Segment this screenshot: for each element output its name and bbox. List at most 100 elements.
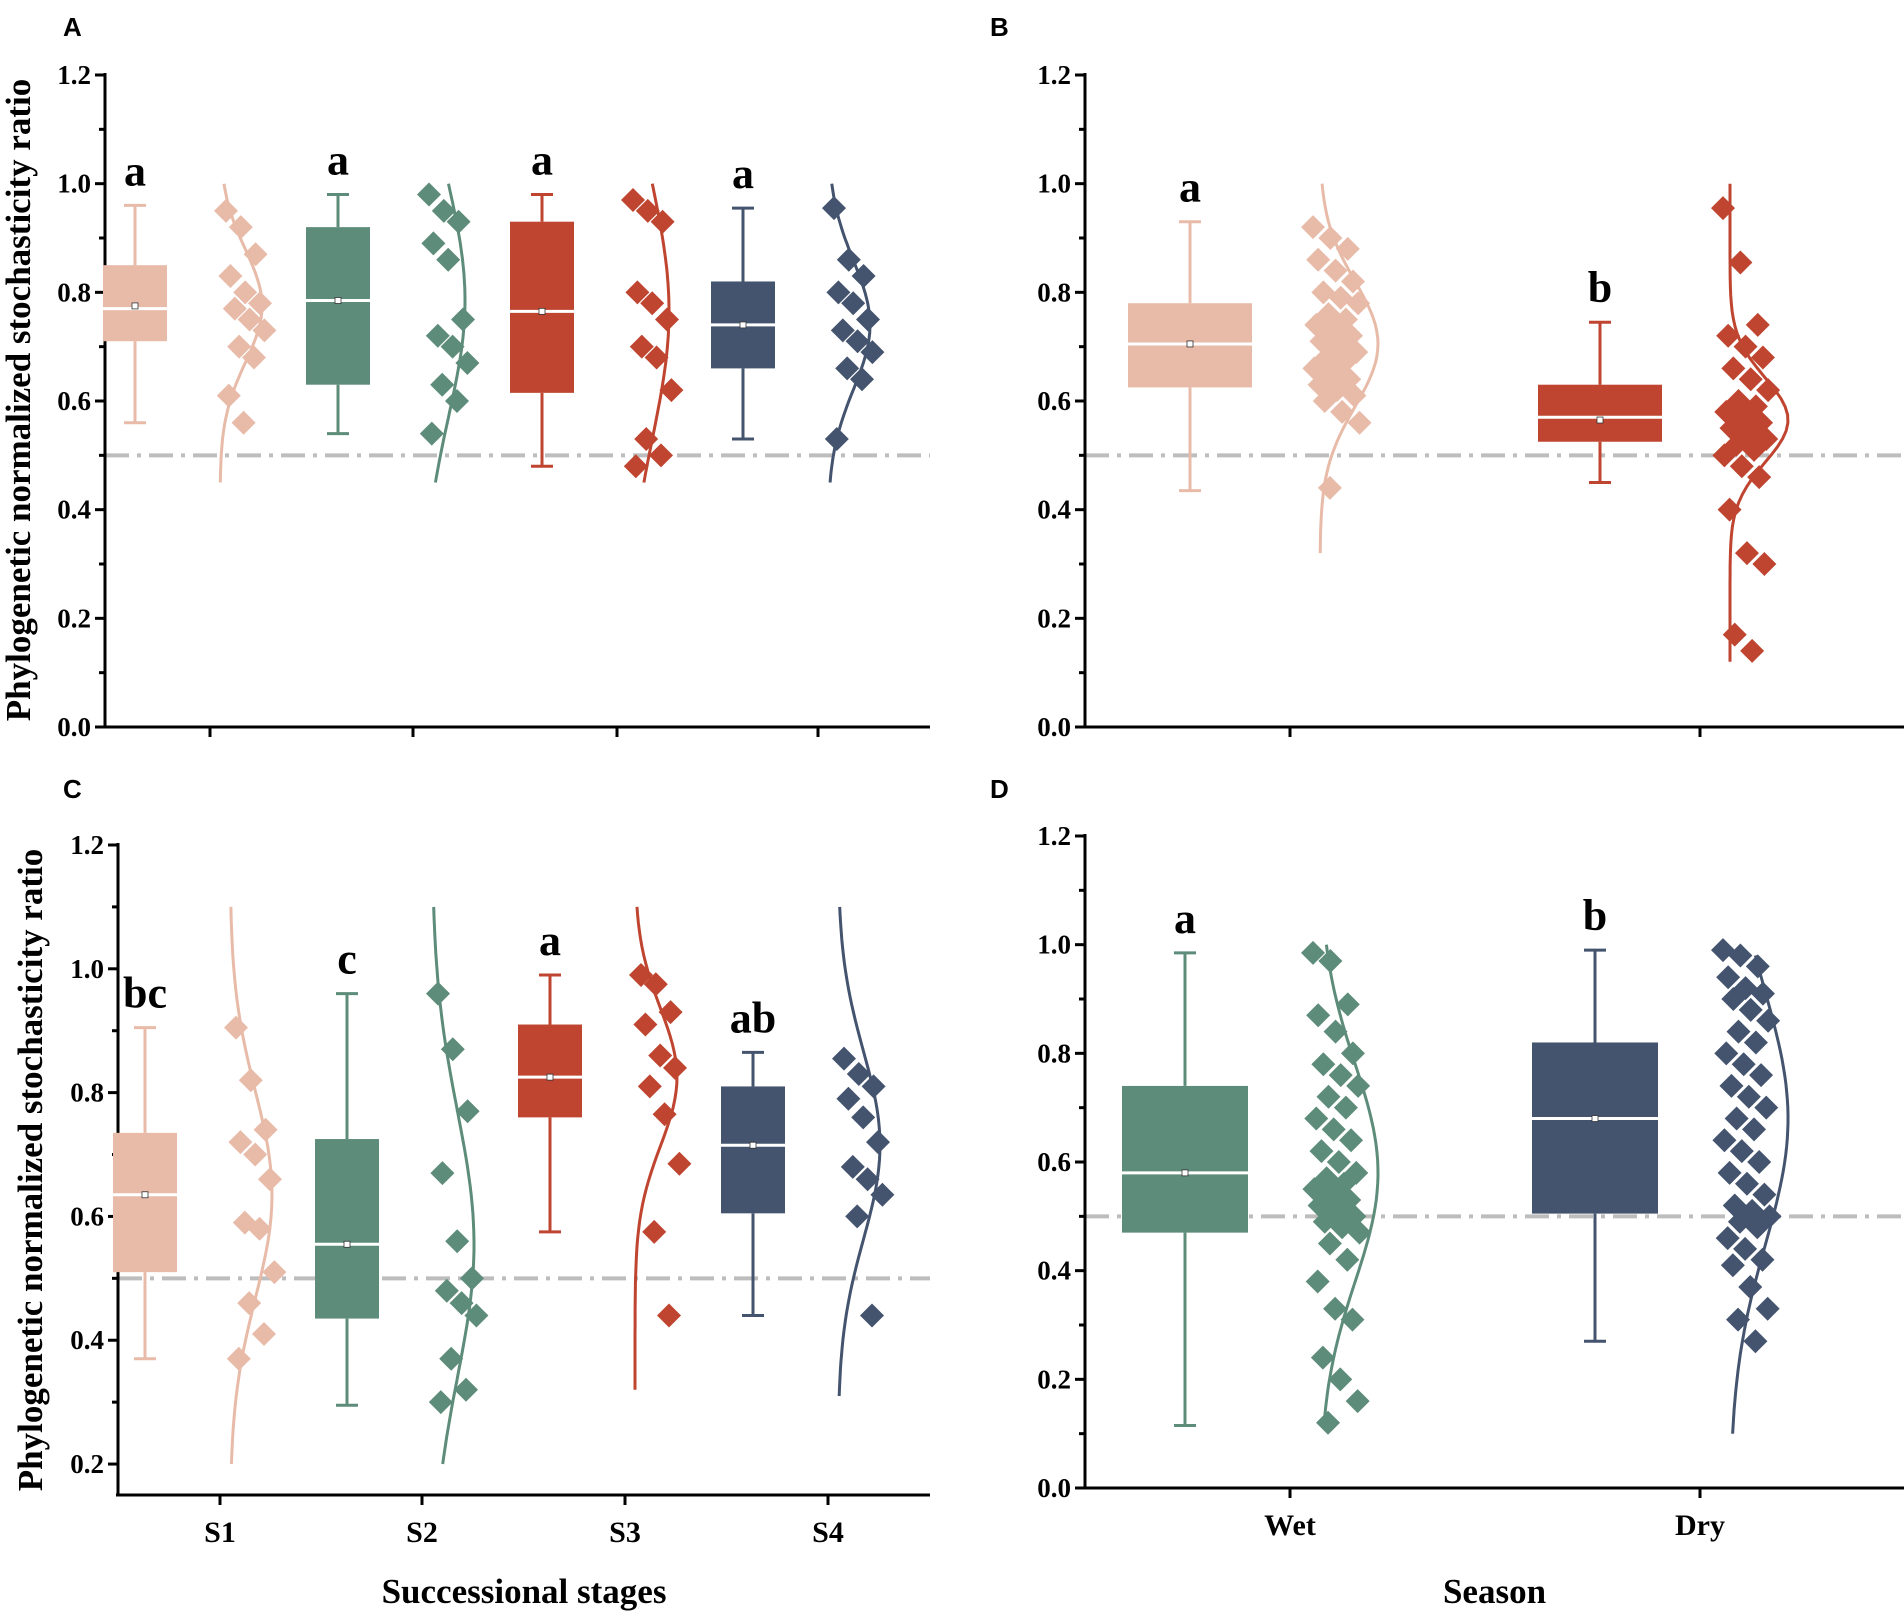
series-Wet: Wet a: [1122, 894, 1380, 1542]
data-point: [860, 340, 885, 365]
data-point: [1714, 1041, 1739, 1066]
data-point: [455, 350, 480, 375]
data-point: [1733, 334, 1758, 359]
data-point: [1756, 1008, 1781, 1033]
y-tick-label: 0.4: [57, 495, 91, 525]
data-point: [253, 1117, 278, 1142]
data-point: [1729, 454, 1754, 479]
data-point: [861, 1074, 886, 1099]
data-point: [667, 1151, 692, 1176]
data-point: [1716, 323, 1741, 348]
y-tick-label: 1.0: [57, 169, 91, 199]
data-point: [1728, 943, 1753, 968]
data-point: [629, 963, 653, 987]
data-point: [1301, 215, 1325, 240]
y-tick-label: 0.2: [57, 603, 91, 633]
data-point: [629, 334, 654, 359]
data-point: [1724, 1106, 1749, 1131]
significance-letter: a: [732, 149, 754, 198]
density-curve: [642, 183, 671, 483]
significance-letter: a: [1174, 894, 1196, 943]
data-point: [237, 307, 262, 332]
data-point: [1721, 356, 1746, 381]
data-point: [1335, 1247, 1360, 1272]
x-tick-label: S1: [204, 1516, 236, 1549]
panel-B: B 0.0 0.2 0.4 0.6 0.8 1.0 1.2 a b: [990, 12, 1904, 742]
data-point: [1317, 475, 1342, 500]
data-point: [836, 247, 861, 272]
data-point: [1712, 443, 1737, 468]
mean-marker: [1591, 1115, 1599, 1122]
y-tick-label: 0.8: [57, 277, 91, 307]
data-point: [1316, 1410, 1341, 1435]
significance-letter: a: [124, 146, 146, 195]
data-point: [431, 198, 456, 223]
data-point: [623, 454, 648, 479]
data-point: [1719, 1073, 1744, 1098]
panel-letter: B: [990, 12, 1009, 42]
data-point: [1346, 1073, 1371, 1098]
data-point: [1747, 1150, 1772, 1174]
significance-letter: a: [1179, 163, 1201, 212]
data-point: [1740, 638, 1765, 663]
box: [1532, 1042, 1658, 1214]
data-point: [1311, 1052, 1336, 1077]
x-tick-label: S2: [406, 1516, 438, 1549]
data-point: [1318, 226, 1343, 250]
data-point: [258, 1167, 282, 1192]
significance-letter: ab: [730, 993, 776, 1042]
data-point: [421, 231, 446, 256]
y-tick-label: 0.4: [1037, 495, 1071, 525]
box: [113, 1132, 177, 1273]
data-point: [850, 367, 874, 392]
data-point: [1318, 948, 1343, 973]
data-point: [824, 427, 849, 452]
data-point: [1309, 1139, 1334, 1164]
data-point: [851, 1105, 876, 1130]
data-point: [652, 1102, 677, 1127]
box: [510, 221, 574, 393]
data-point: [1731, 1052, 1756, 1077]
data-point: [218, 264, 243, 289]
data-point: [1742, 1117, 1767, 1142]
panel-letter: A: [63, 12, 82, 42]
data-point: [1711, 196, 1735, 221]
data-point: [635, 198, 660, 223]
data-point: [1734, 1171, 1759, 1196]
data-point: [642, 1219, 667, 1244]
data-point: [1340, 1041, 1365, 1066]
data-point: [637, 1074, 662, 1099]
y-tick-label: 0.6: [1037, 386, 1071, 416]
data-point: [228, 1130, 253, 1155]
data-point: [851, 264, 876, 289]
data-point: [846, 1062, 871, 1087]
data-point: [1306, 247, 1331, 272]
series-S1: a: [103, 146, 277, 737]
data-point: [1310, 1345, 1335, 1370]
data-point: [1745, 312, 1770, 337]
y-tick-label: 1.2: [70, 830, 104, 860]
x-tick-label: S3: [609, 1516, 641, 1549]
mean-marker: [749, 1141, 757, 1149]
y-tick-label: 0.2: [1037, 603, 1071, 633]
mean-marker: [1186, 340, 1194, 348]
data-point: [1715, 1226, 1740, 1251]
data-point: [1328, 1367, 1353, 1392]
data-point: [238, 1068, 263, 1093]
mean-marker: [739, 321, 747, 329]
y-tick-label: 0.8: [70, 1078, 104, 1108]
data-point: [643, 972, 668, 997]
significance-letter: a: [327, 136, 349, 185]
data-point: [231, 410, 256, 435]
data-point: [870, 1182, 895, 1207]
data-point: [445, 389, 469, 413]
panel-A: A 0.0 0.2 0.4 0.6 0.8 1.0 1.2 Phylogenetic norma…: [0, 12, 930, 742]
data-point: [826, 280, 851, 305]
y-tick-label: 1.2: [1037, 60, 1071, 90]
series-S1: S1 bc: [113, 906, 287, 1549]
data-point: [237, 1291, 262, 1316]
y-tick-label: 0.2: [1037, 1364, 1071, 1394]
data-point: [1347, 410, 1372, 435]
x-tick-label: S4: [812, 1516, 844, 1549]
data-point: [835, 356, 860, 381]
